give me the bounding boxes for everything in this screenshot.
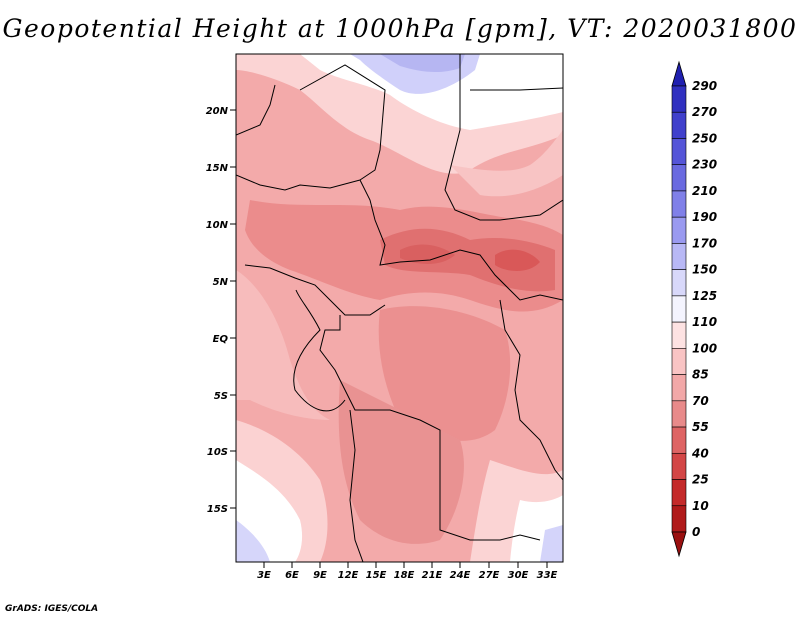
colorbar-top-triangle [671, 60, 687, 87]
colorbar-swatch [671, 216, 687, 244]
colorbar-swatch [671, 505, 687, 533]
lon-tick: 15E [366, 562, 387, 581]
lat-label-15s: 15S [207, 504, 228, 515]
lat-tick: 5S [214, 391, 236, 402]
colorbar-swatch [671, 243, 687, 270]
colorbar-label: 190 [692, 210, 717, 224]
colorbar-label: 100 [692, 341, 717, 355]
lon-label-21e: 21E [422, 570, 443, 581]
colorbar-swatch [671, 479, 687, 507]
lon-label-15e: 15E [366, 570, 387, 581]
lat-label-10n: 10N [206, 220, 229, 231]
lon-tick: 24E [450, 562, 471, 581]
lon-label-24e: 24E [450, 570, 471, 581]
lon-label-9e: 9E [313, 570, 327, 581]
lat-label-5n: 5N [213, 277, 229, 288]
colorbar: 2902702502302101901701501251101008570554… [671, 60, 717, 558]
map-frame [235, 53, 564, 563]
colorbar-label: 70 [692, 394, 709, 408]
colorbar-swatch [671, 374, 687, 402]
lat-label-10s: 10S [207, 447, 228, 458]
colorbar-label: 210 [692, 184, 717, 198]
colorbar-bottom-triangle [671, 531, 687, 558]
colorbar-label: 250 [692, 131, 717, 145]
colorbar-label: 55 [692, 420, 709, 434]
colorbar-label: 85 [692, 368, 709, 382]
geopotential-field [236, 54, 563, 562]
lat-tick: 10N [206, 220, 236, 231]
colorbar-label: 150 [692, 263, 717, 277]
lon-label-6e: 6E [285, 570, 299, 581]
lon-label-3e: 3E [257, 570, 271, 581]
lon-label-30e: 30E [508, 570, 529, 581]
colorbar-swatch [671, 321, 687, 349]
lon-tick: 21E [422, 562, 443, 581]
country-borders [236, 54, 563, 562]
lon-tick: 12E [338, 562, 359, 581]
lat-axis: 20N 15N 10N 5N EQ 5S 10S 15S [206, 106, 236, 515]
lat-label-eq: EQ [213, 334, 229, 345]
lon-tick: 27E [479, 562, 500, 581]
colorbar-swatch [671, 452, 687, 480]
lat-tick: 15N [206, 163, 236, 174]
lon-tick: 3E [257, 562, 271, 581]
lat-label-20n: 20N [206, 106, 229, 117]
lat-tick: EQ [213, 334, 236, 345]
colorbar-label: 40 [691, 446, 709, 460]
colorbar-swatch [671, 426, 687, 454]
colorbar-label: 0 [692, 525, 700, 539]
lat-tick: 5N [213, 277, 236, 288]
colorbar-swatch [671, 164, 687, 192]
lon-tick: 6E [285, 562, 299, 581]
lon-label-33e: 33E [537, 570, 558, 581]
colorbar-label: 110 [692, 315, 717, 329]
lon-tick: 33E [537, 562, 558, 581]
lon-tick: 30E [508, 562, 529, 581]
colorbar-swatch [671, 269, 687, 297]
colorbar-label: 25 [692, 473, 709, 487]
lon-tick: 9E [313, 562, 327, 581]
lon-tick: 18E [394, 562, 415, 581]
lon-label-18e: 18E [394, 570, 415, 581]
colorbar-swatch [671, 295, 687, 323]
colorbar-label: 10 [692, 499, 709, 513]
footer-credit: GrADS: IGES/COLA [5, 604, 99, 614]
colorbar-swatch [671, 138, 687, 166]
lat-label-15n: 15N [206, 163, 229, 174]
lat-tick: 15S [207, 504, 236, 515]
colorbar-swatch [671, 190, 687, 218]
lon-label-12e: 12E [338, 570, 359, 581]
colorbar-label: 290 [692, 79, 717, 93]
colorbar-swatch [671, 111, 687, 139]
colorbar-label: 170 [692, 236, 717, 250]
lon-label-27e: 27E [479, 570, 500, 581]
colorbar-label: 125 [692, 289, 717, 303]
colorbar-swatch [671, 348, 687, 375]
lat-label-5s: 5S [214, 391, 228, 402]
colorbar-swatch [671, 400, 687, 428]
colorbar-label: 270 [692, 105, 717, 119]
lat-tick: 10S [207, 447, 236, 458]
lat-tick: 20N [206, 106, 236, 117]
chart-title: Geopotential Height at 1000hPa [gpm], VT… [2, 14, 798, 43]
colorbar-swatch [671, 85, 687, 113]
lon-axis: 3E 6E 9E 12E 15E 18E 21E 24E 27E 30E 33E [257, 562, 558, 581]
colorbar-label: 230 [692, 158, 717, 172]
